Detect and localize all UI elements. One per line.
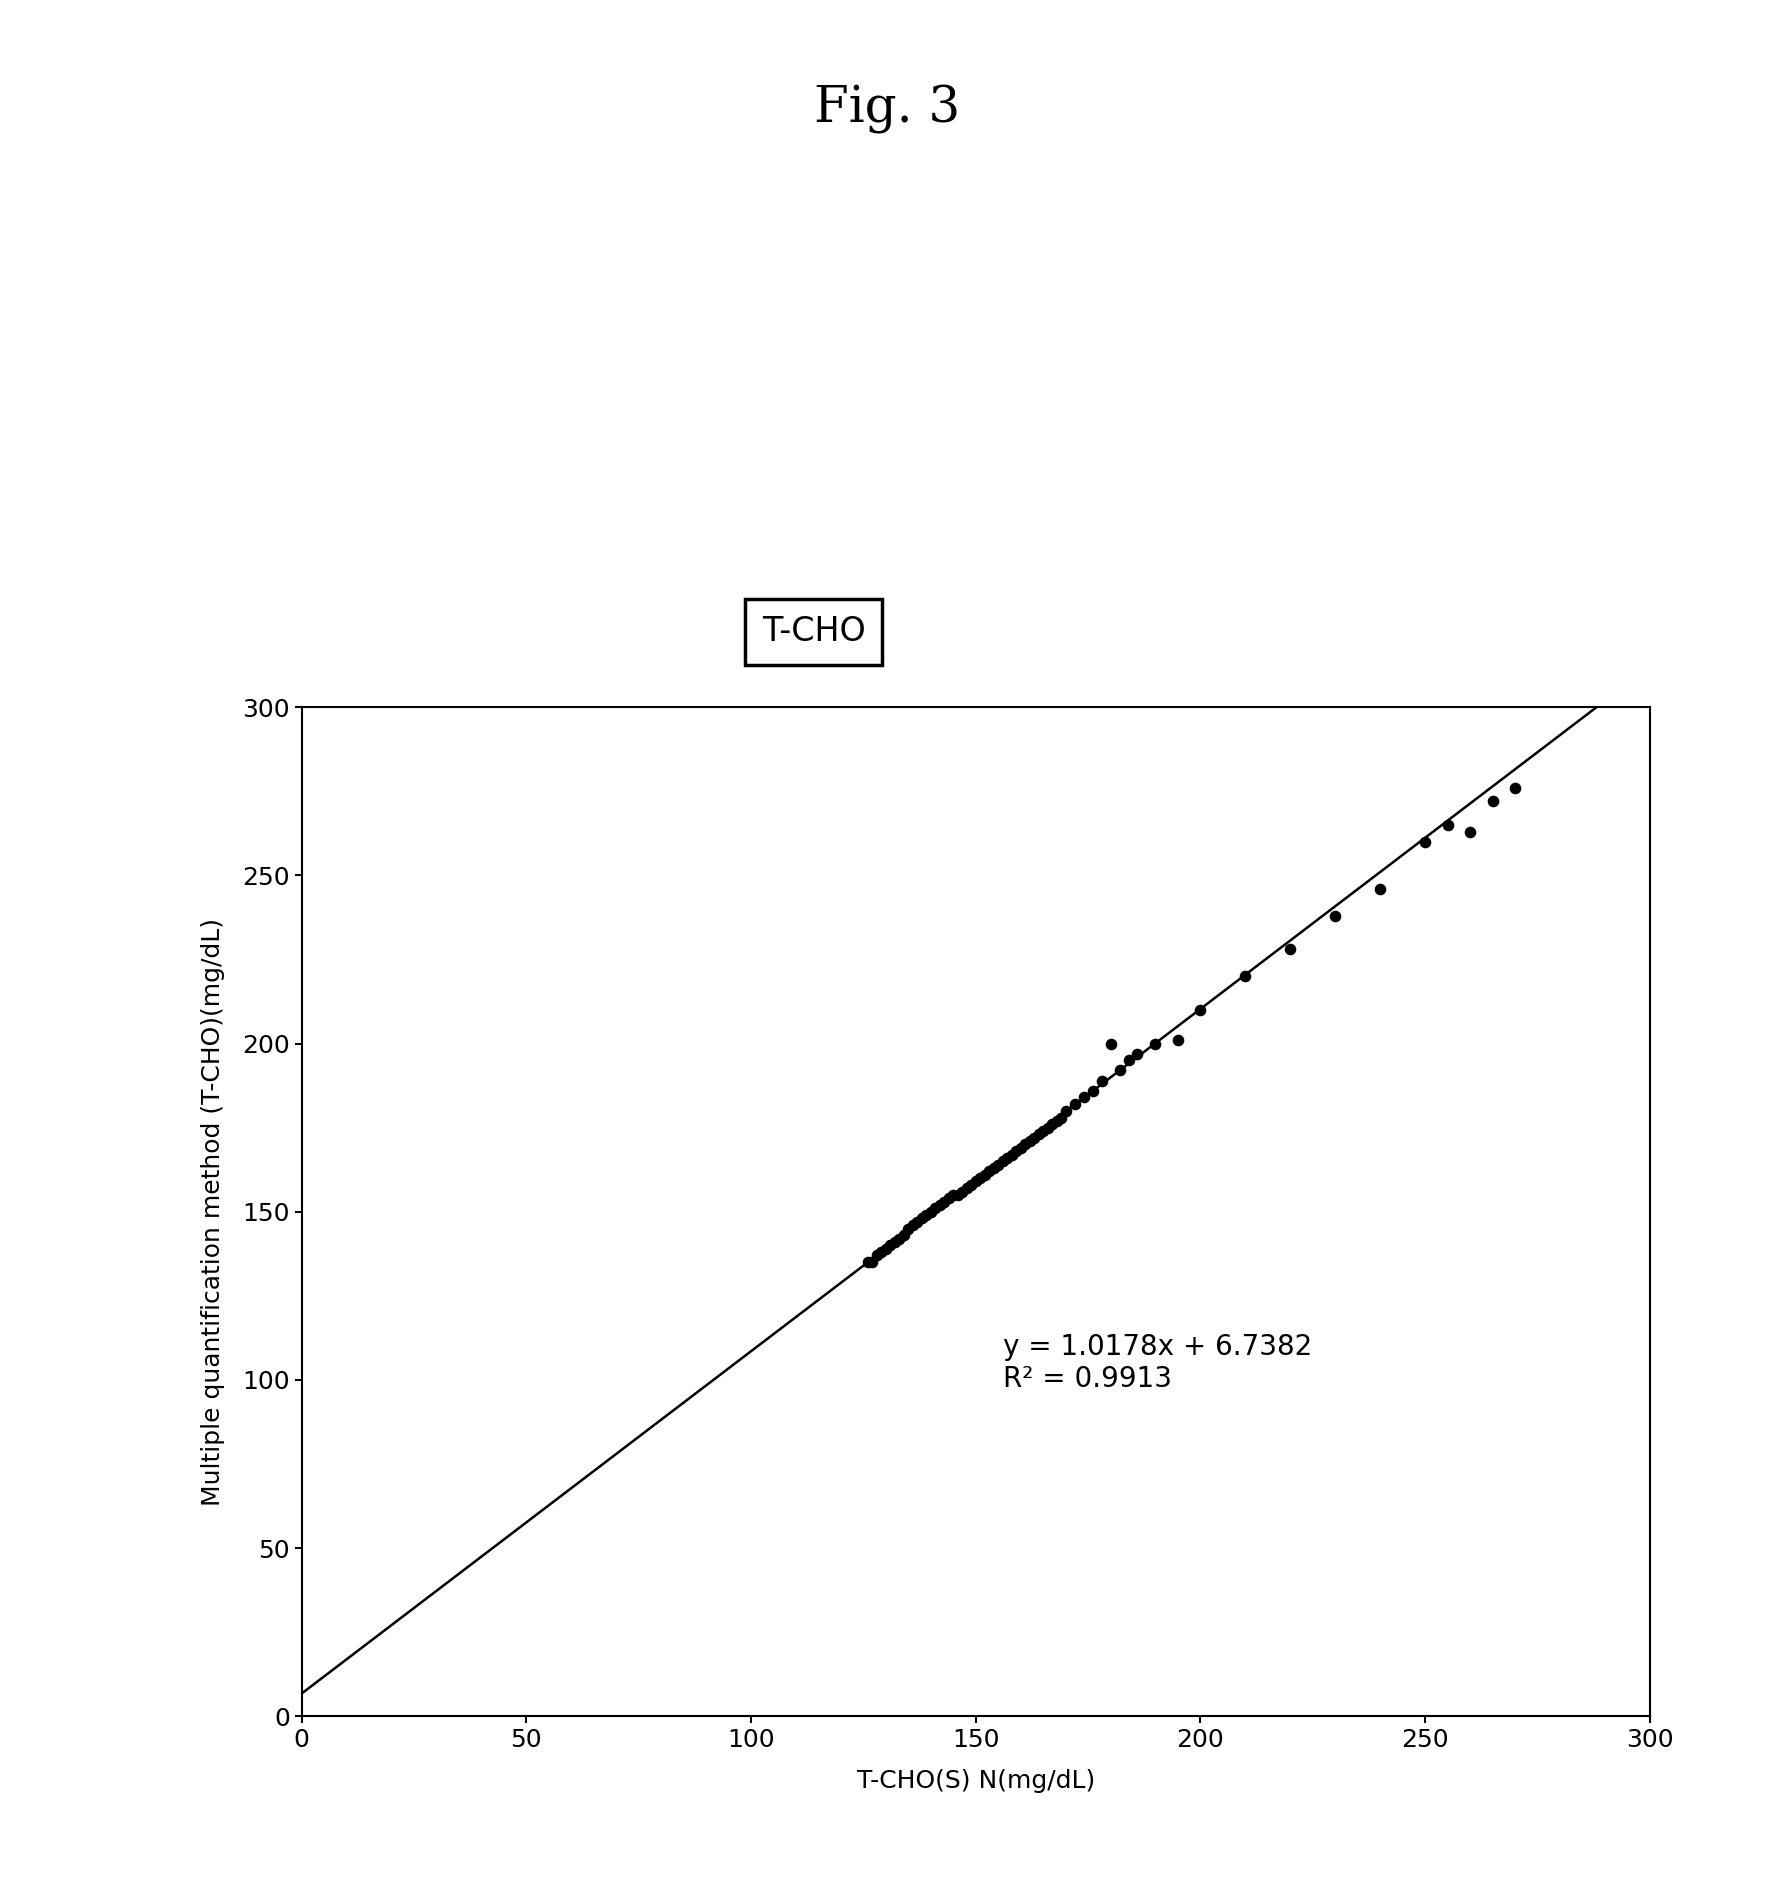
Point xyxy=(1186,994,1215,1024)
Point xyxy=(1037,1109,1066,1139)
Point xyxy=(993,1143,1021,1173)
Point xyxy=(1019,1122,1048,1152)
Point xyxy=(1365,873,1394,903)
Point xyxy=(1230,962,1259,992)
Point xyxy=(1014,1126,1043,1156)
Point xyxy=(894,1213,922,1243)
Point xyxy=(1113,1045,1142,1075)
Point xyxy=(947,1177,975,1207)
Point xyxy=(1096,1028,1124,1058)
Point xyxy=(1043,1105,1071,1135)
Point xyxy=(902,1207,931,1237)
Point xyxy=(1456,817,1484,847)
Point xyxy=(1028,1117,1057,1147)
Point xyxy=(1011,1130,1039,1160)
Point xyxy=(966,1164,995,1194)
Point xyxy=(876,1230,904,1260)
Point xyxy=(920,1194,949,1224)
Text: y = 1.0178x + 6.7382
R² = 0.9913: y = 1.0178x + 6.7382 R² = 0.9913 xyxy=(1002,1333,1312,1394)
Point xyxy=(1002,1135,1030,1166)
Point xyxy=(1500,773,1528,803)
Point xyxy=(911,1199,940,1230)
Point xyxy=(885,1224,913,1254)
Point xyxy=(988,1147,1016,1177)
Point xyxy=(1433,809,1461,839)
Y-axis label: Multiple quantification method (T-CHO)(mg/dL): Multiple quantification method (T-CHO)(m… xyxy=(202,918,225,1505)
Point xyxy=(867,1237,895,1267)
Point xyxy=(1410,826,1438,856)
Point xyxy=(929,1186,957,1216)
Point xyxy=(917,1196,945,1226)
Point xyxy=(1087,1066,1115,1096)
Point xyxy=(858,1247,886,1277)
Point xyxy=(1140,1028,1168,1058)
Point xyxy=(970,1160,998,1190)
Point xyxy=(943,1181,972,1211)
Point xyxy=(888,1220,917,1250)
Point xyxy=(1321,902,1349,932)
Point xyxy=(934,1183,963,1213)
Point xyxy=(952,1173,980,1203)
Point xyxy=(1069,1083,1097,1113)
Point xyxy=(1275,934,1303,964)
Point xyxy=(1005,1133,1034,1164)
Point xyxy=(926,1190,954,1220)
Point xyxy=(1060,1088,1089,1118)
Point xyxy=(853,1247,881,1277)
Point xyxy=(862,1241,890,1271)
Text: T-CHO: T-CHO xyxy=(762,615,865,649)
Point xyxy=(871,1233,899,1264)
Point xyxy=(1163,1026,1191,1056)
Point xyxy=(1023,1118,1051,1149)
Point xyxy=(1046,1103,1074,1133)
Point xyxy=(899,1211,927,1241)
Point xyxy=(1122,1039,1151,1069)
Point xyxy=(1078,1075,1106,1105)
Point xyxy=(1051,1096,1080,1126)
Point xyxy=(979,1152,1007,1183)
Point xyxy=(984,1150,1012,1181)
Point xyxy=(938,1181,966,1211)
Point xyxy=(1105,1056,1133,1086)
Point xyxy=(879,1228,908,1258)
X-axis label: T-CHO(S) N(mg/dL): T-CHO(S) N(mg/dL) xyxy=(856,1769,1094,1794)
Point xyxy=(961,1166,989,1196)
Point xyxy=(996,1139,1025,1169)
Point xyxy=(1034,1113,1062,1143)
Point xyxy=(908,1203,936,1233)
Point xyxy=(956,1169,984,1199)
Point xyxy=(975,1156,1004,1186)
Text: Fig. 3: Fig. 3 xyxy=(814,85,959,134)
Point xyxy=(1477,786,1505,817)
